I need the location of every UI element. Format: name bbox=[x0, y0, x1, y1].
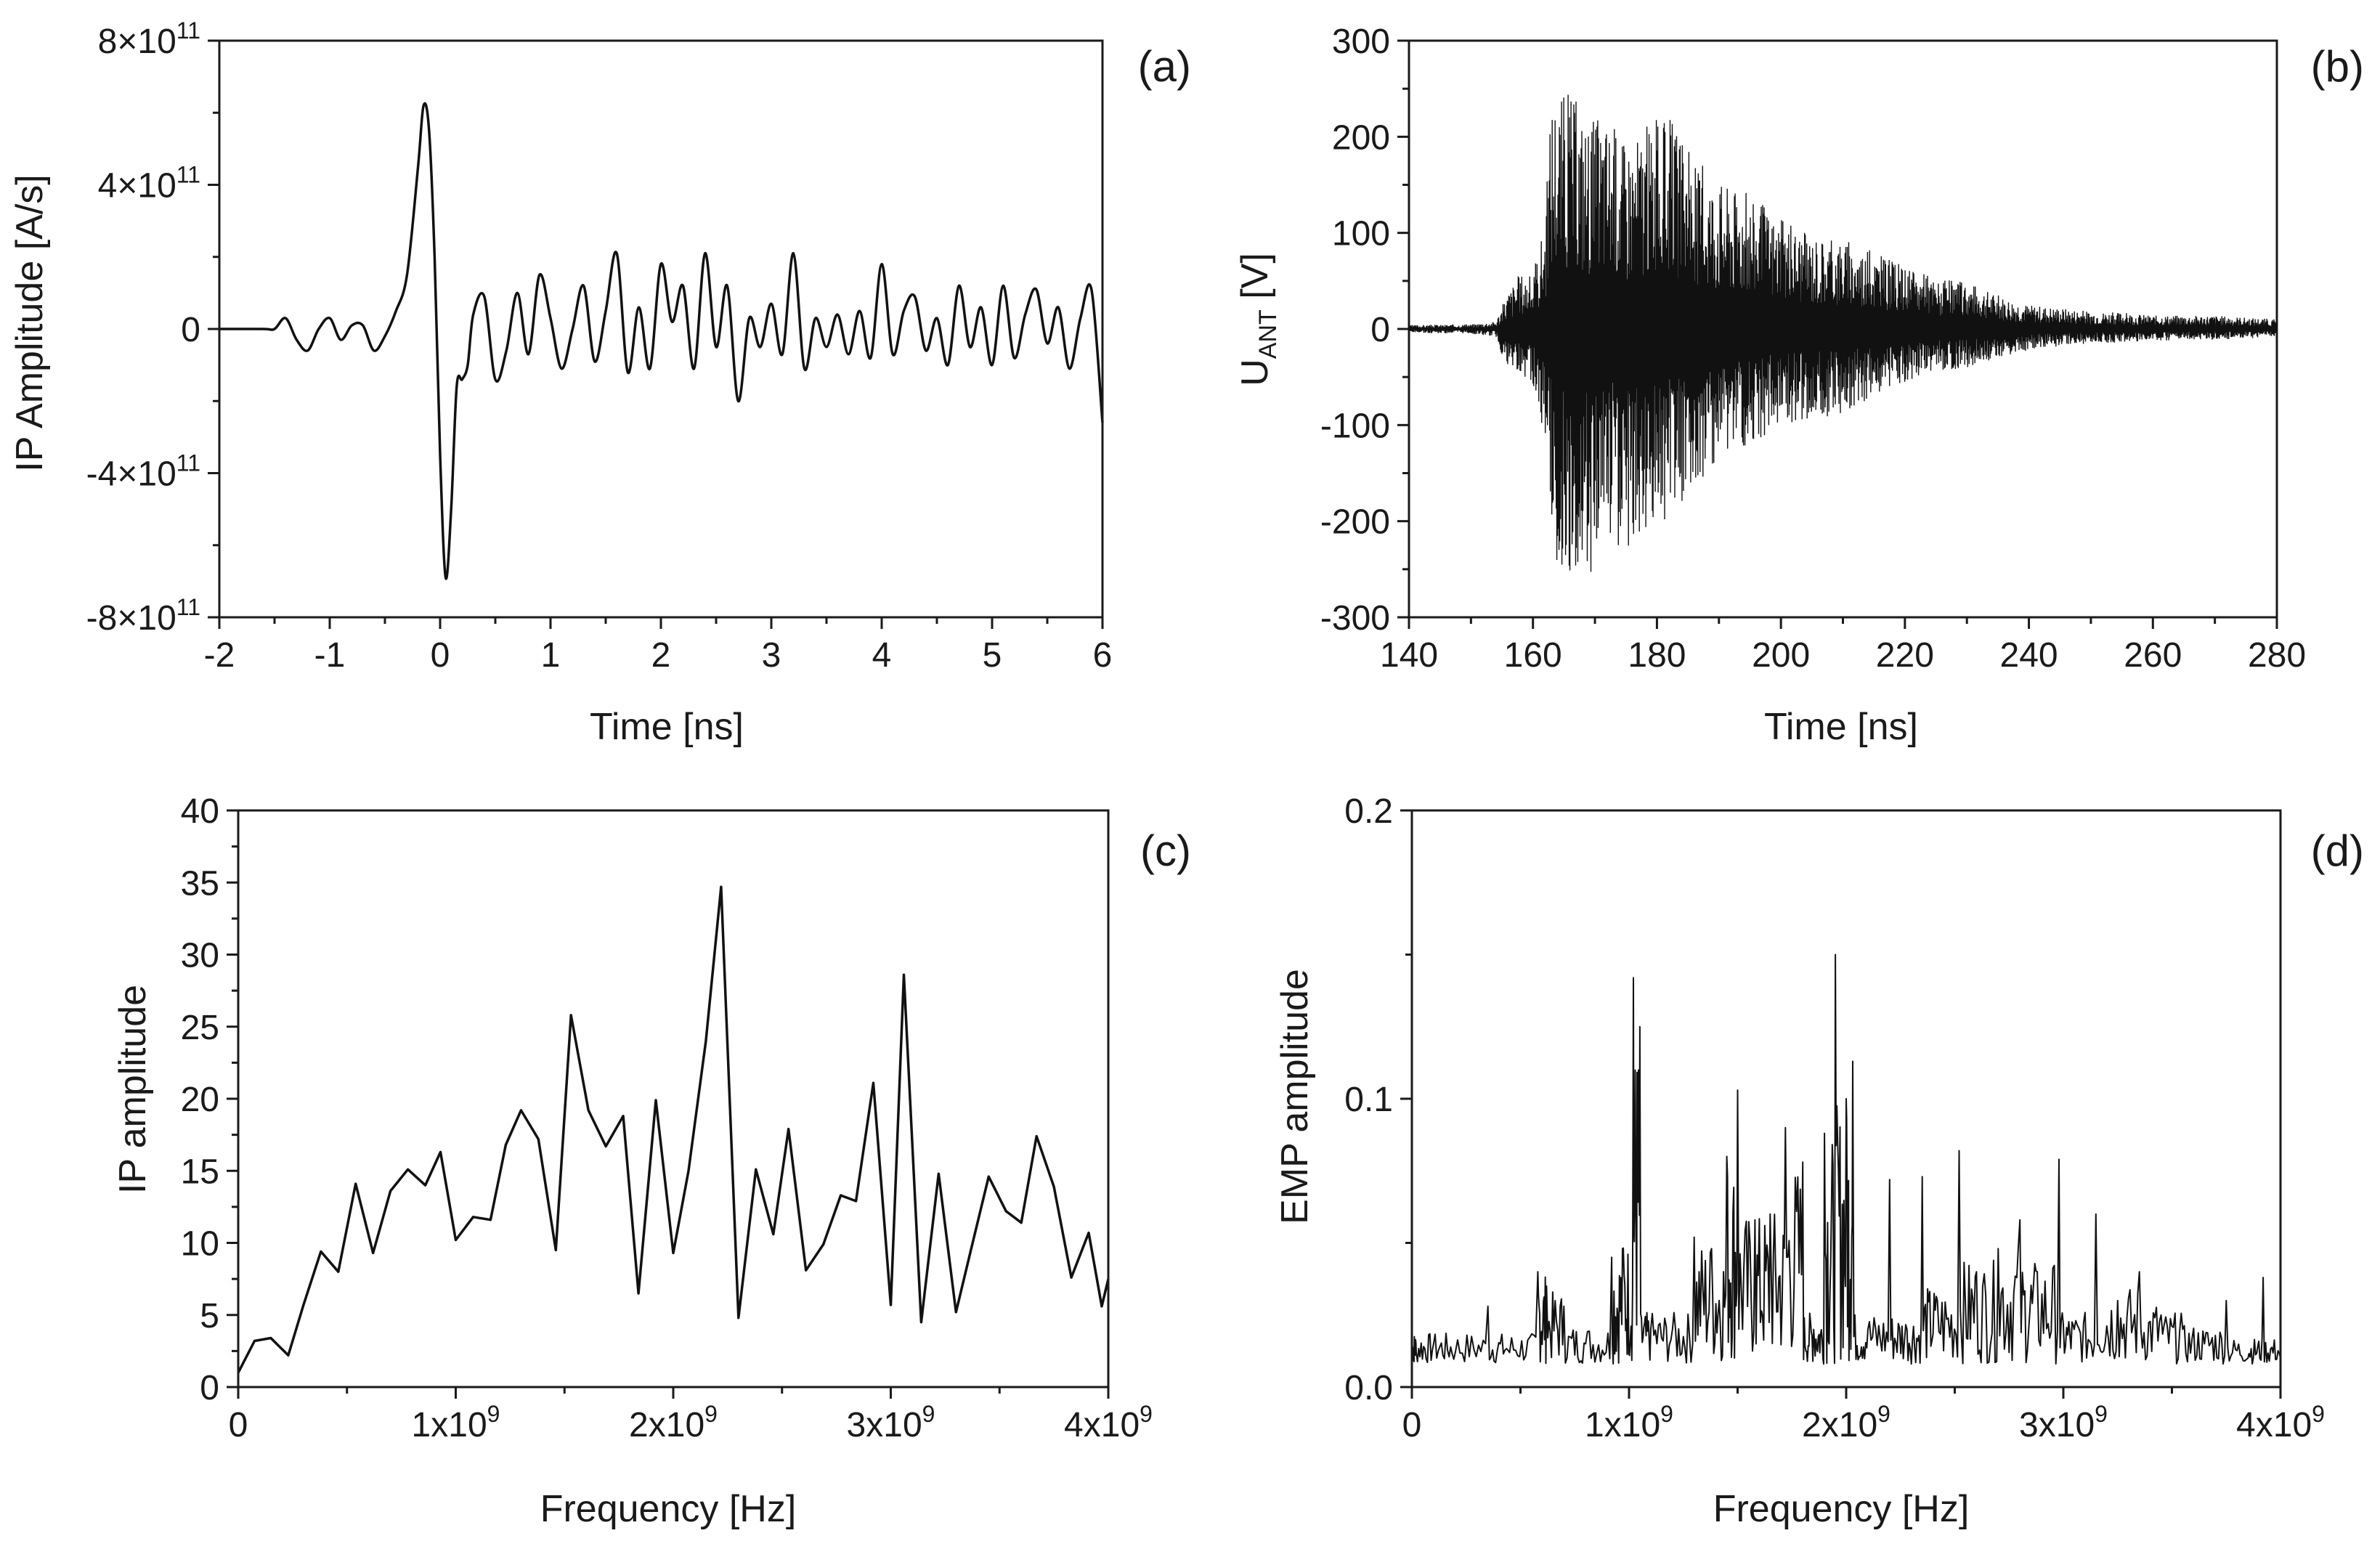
x-tick-label: -2 bbox=[204, 636, 235, 675]
y-tick-label: 0 bbox=[181, 311, 200, 349]
x-tick-label: 3x109 bbox=[847, 1401, 935, 1444]
x-tick-label: 180 bbox=[1628, 636, 1686, 675]
y-tick-label: 4×1011 bbox=[98, 162, 200, 206]
x-tick-label: 240 bbox=[2000, 636, 2058, 675]
y-tick-label: 0.1 bbox=[1344, 1081, 1393, 1119]
y-tick-label: 20 bbox=[181, 1081, 219, 1119]
panel-d-xlabel: Frequency [Hz] bbox=[1713, 1488, 1970, 1530]
y-tick-label: -200 bbox=[1320, 503, 1390, 542]
plot-frame-overlay bbox=[1410, 809, 2282, 1389]
panel-c: (c) Frequency [Hz] IP amplitude 0 1x109 2x… bbox=[112, 792, 1191, 1530]
y-tick-label: -100 bbox=[1320, 407, 1390, 445]
x-tick-label: 3 bbox=[762, 636, 781, 675]
x-tick-label: 4 bbox=[872, 636, 892, 675]
x-tick-label: 260 bbox=[2124, 636, 2182, 675]
x-tick-label: 0 bbox=[431, 636, 450, 675]
y-tick-label: 100 bbox=[1332, 215, 1390, 253]
plot-frame bbox=[218, 39, 1104, 619]
x-tick-label: 6 bbox=[1093, 636, 1113, 675]
y-tick-label: 15 bbox=[181, 1152, 219, 1191]
y-tick-label: -300 bbox=[1320, 599, 1390, 638]
y-tick-label: 300 bbox=[1332, 23, 1390, 61]
y-tick-label: 0 bbox=[1370, 311, 1390, 349]
x-tick-label: 0 bbox=[1402, 1406, 1422, 1444]
panel-b-ylabel-unit: [V] bbox=[1234, 253, 1276, 309]
panel-b-ylabel: UANT [V] bbox=[1234, 253, 1282, 386]
series-line bbox=[237, 885, 1110, 1374]
plot-frame-overlay bbox=[237, 809, 1110, 1389]
panel-b: (b) Time [ns] UANT [V] 140 160 180 200 220 24… bbox=[1234, 23, 2364, 748]
y-tick-label: -8×1011 bbox=[86, 594, 200, 638]
panel-b-letter: (b) bbox=[2311, 42, 2364, 91]
panel-b-ylabel-sub: ANT bbox=[1254, 309, 1282, 359]
y-tick-label: -4×1011 bbox=[86, 450, 200, 494]
panel-c-letter: (c) bbox=[1140, 826, 1191, 875]
plot-frame-overlay bbox=[218, 39, 1104, 619]
x-tick-label: 1 bbox=[541, 636, 561, 675]
y-tick-label: 0 bbox=[200, 1369, 219, 1407]
y-tick-label: 0.0 bbox=[1344, 1369, 1393, 1407]
panel-d: (d) Frequency [Hz] EMP amplitude 0 1x109 2… bbox=[1274, 792, 2364, 1530]
x-tick-label: -1 bbox=[314, 636, 346, 675]
panel-a: (a) Time [ns] IP Amplitude [A/s] -2 -1 0 1 2… bbox=[9, 17, 1191, 748]
x-tick-label: 160 bbox=[1504, 636, 1562, 675]
x-tick-label: 0 bbox=[229, 1406, 248, 1444]
y-tick-label: 35 bbox=[181, 864, 219, 903]
y-tick-label: 8×1011 bbox=[98, 17, 200, 61]
series-line bbox=[219, 102, 1104, 580]
x-tick-label: 4x109 bbox=[1064, 1401, 1153, 1444]
x-tick-label: 5 bbox=[983, 636, 1002, 675]
panel-d-letter: (d) bbox=[2311, 826, 2364, 875]
y-tick-label: 40 bbox=[181, 792, 219, 831]
y-tick-label: 5 bbox=[200, 1297, 219, 1335]
series-line bbox=[1408, 94, 2278, 572]
x-tick-label: 220 bbox=[1876, 636, 1934, 675]
x-tick-label: 3x109 bbox=[2019, 1401, 2108, 1444]
x-tick-label: 200 bbox=[1752, 636, 1810, 675]
panel-a-xlabel: Time [ns] bbox=[590, 706, 744, 748]
x-tick-label: 1x109 bbox=[412, 1401, 500, 1444]
plot-frame bbox=[237, 809, 1110, 1389]
x-tick-label: 2 bbox=[651, 636, 671, 675]
panel-c-ylabel: IP amplitude bbox=[112, 985, 154, 1194]
panel-b-xlabel: Time [ns] bbox=[1764, 706, 1918, 748]
panel-a-ylabel: IP Amplitude [A/s] bbox=[9, 174, 51, 471]
series-line bbox=[1411, 954, 2281, 1365]
panel-a-letter: (a) bbox=[1138, 42, 1191, 91]
y-tick-label: 0.2 bbox=[1344, 792, 1393, 831]
y-tick-label: 30 bbox=[181, 937, 219, 975]
x-tick-label: 2x109 bbox=[629, 1401, 718, 1444]
x-tick-label: 140 bbox=[1380, 636, 1438, 675]
panel-d-ylabel: EMP amplitude bbox=[1274, 969, 1316, 1224]
panel-b-ylabel-main: U bbox=[1234, 359, 1276, 386]
y-tick-label: 10 bbox=[181, 1225, 219, 1264]
x-tick-label: 4x109 bbox=[2236, 1401, 2325, 1444]
x-tick-label: 2x109 bbox=[1802, 1401, 1890, 1444]
x-tick-label: 1x109 bbox=[1585, 1401, 1673, 1444]
y-tick-label: 25 bbox=[181, 1009, 219, 1047]
y-tick-label: 200 bbox=[1332, 118, 1390, 157]
x-tick-label: 280 bbox=[2248, 636, 2306, 675]
panel-c-xlabel: Frequency [Hz] bbox=[540, 1488, 797, 1530]
